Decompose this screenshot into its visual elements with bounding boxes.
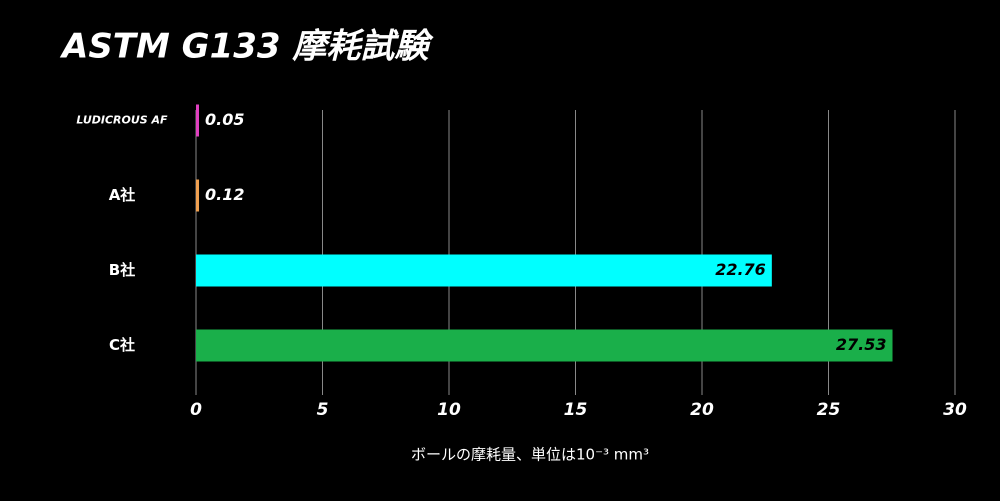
bar (196, 254, 772, 287)
value-label: 0.12 (205, 185, 244, 204)
x-axis-title: ボールの摩耗量、単位は10⁻³ mm³ (411, 446, 649, 464)
value-label: 22.76 (715, 260, 766, 279)
x-tick-label: 30 (943, 400, 967, 420)
x-tick-label: 5 (317, 400, 329, 420)
chart-title: ASTM G133 摩耗試験 (59, 27, 434, 67)
value-label: 27.53 (836, 335, 887, 354)
y-tick-label: B社 (109, 261, 135, 279)
bar (196, 104, 199, 137)
bar (196, 179, 200, 212)
x-tick-label: 10 (437, 400, 461, 420)
x-tick-label: 0 (190, 400, 202, 420)
y-tick-label: A社 (109, 186, 136, 204)
y-tick-label: LUDICROUS AF (76, 114, 168, 127)
x-tick-label: 20 (690, 400, 714, 420)
x-tick-label: 15 (564, 400, 588, 420)
y-tick-label: C社 (109, 336, 135, 354)
bar (196, 329, 893, 362)
x-tick-label: 25 (817, 400, 841, 420)
value-label: 0.05 (205, 110, 244, 129)
